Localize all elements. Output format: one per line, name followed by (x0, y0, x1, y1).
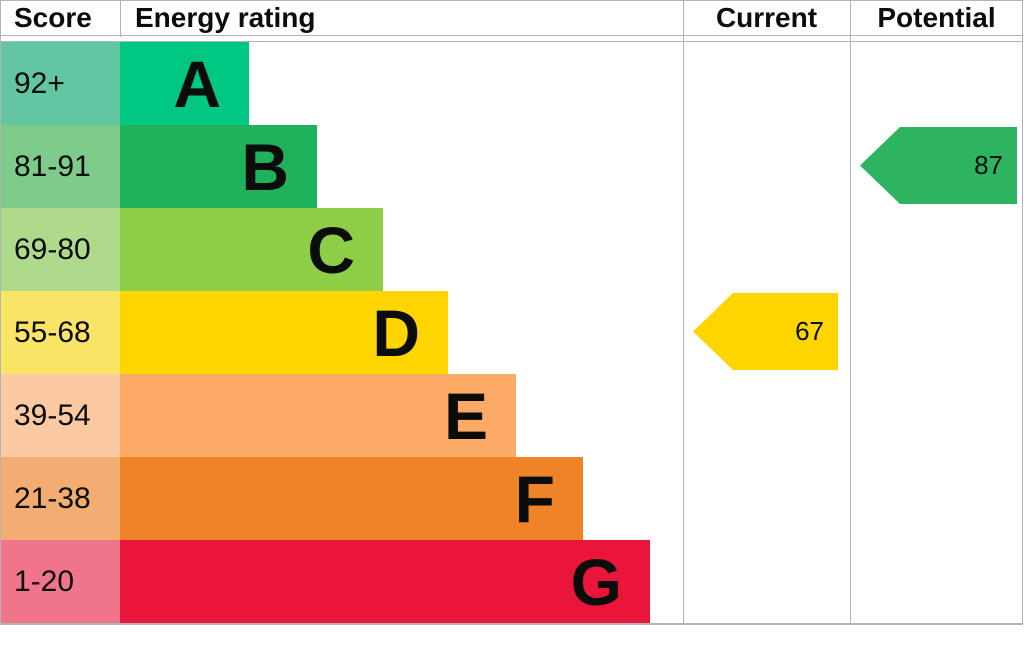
chart-bottom-border (0, 623, 1023, 625)
header-potential: Potential (877, 2, 996, 33)
grid-line-score-header (120, 0, 121, 37)
band-row-b: 81-91 B (0, 125, 1023, 208)
band-bar-letter: G (120, 540, 650, 623)
rating-bands: 92+ A 81-91 B 69-80 C 55-68 D 39-54 E 21-38 F 1-20 G (0, 41, 1023, 623)
band-row-d: 55-68 D (0, 291, 1023, 374)
band-row-e: 39-54 E (0, 374, 1023, 457)
band-bar-letter: A (120, 42, 249, 125)
band-score-range: 21-38 (0, 457, 120, 540)
band-row-g: 1-20 G (0, 540, 1023, 623)
grid-line-current-column (683, 0, 684, 625)
band-score-range: 69-80 (0, 208, 120, 291)
table-header: Score Energy rating Current Potential (0, 0, 1023, 36)
band-bar-letter: B (120, 125, 317, 208)
band-score-range: 92+ (0, 42, 120, 125)
potential-rating-value: 87 (974, 150, 1003, 180)
band-bar-letter: D (120, 291, 448, 374)
band-row-a: 92+ A (0, 42, 1023, 125)
header-current: Current (715, 2, 818, 33)
band-row-f: 21-38 F (0, 457, 1023, 540)
band-score-range: 39-54 (0, 374, 120, 457)
band-score-range: 81-91 (0, 125, 120, 208)
band-bar-letter: E (120, 374, 516, 457)
grid-line-left (0, 0, 1, 625)
header-score: Score (14, 2, 92, 33)
grid-line-potential-column (850, 0, 851, 625)
band-bar-letter: C (120, 208, 383, 291)
band-bar-letter: F (120, 457, 583, 540)
header-energy-rating: Energy rating (135, 2, 316, 33)
band-score-range: 55-68 (0, 291, 120, 374)
grid-line-right (1022, 0, 1023, 625)
current-rating-value: 67 (795, 316, 824, 346)
band-score-range: 1-20 (0, 540, 120, 623)
band-row-c: 69-80 C (0, 208, 1023, 291)
